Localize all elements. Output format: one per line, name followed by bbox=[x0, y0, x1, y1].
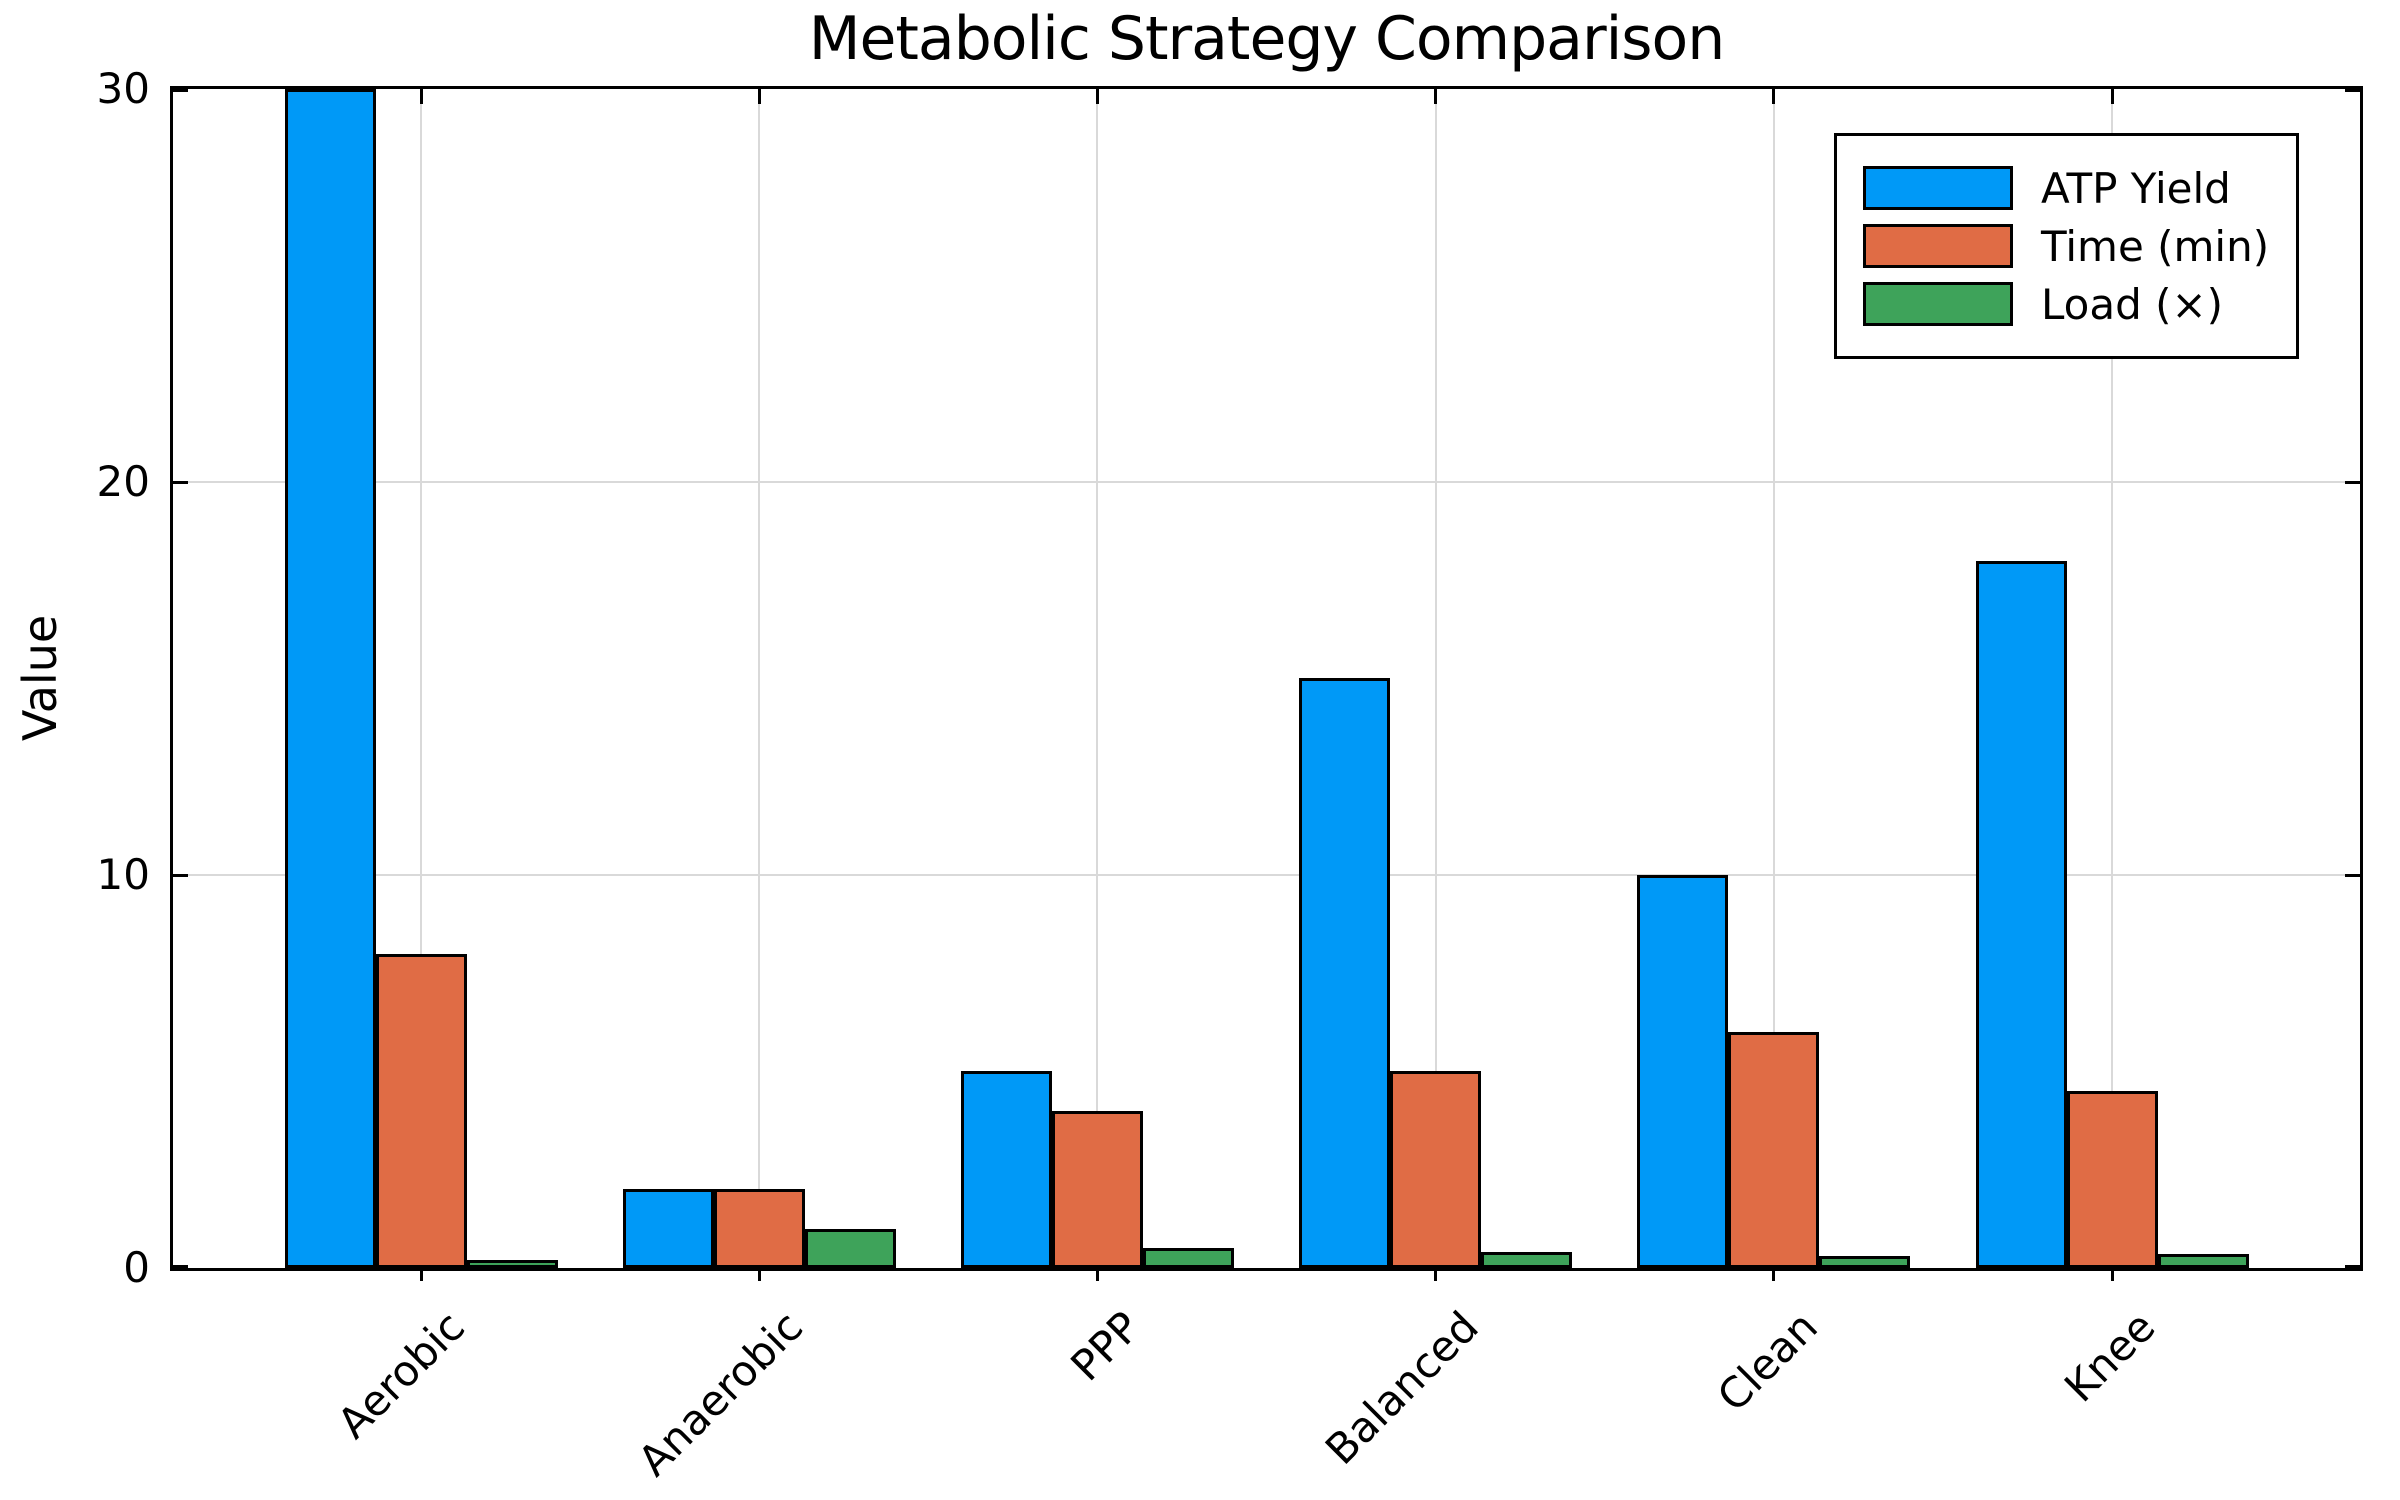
gridline-vertical bbox=[1096, 89, 1099, 1268]
y-axis-tick bbox=[2345, 873, 2360, 877]
y-axis-tick bbox=[173, 873, 188, 877]
x-axis-tick-outer bbox=[1095, 1271, 1099, 1281]
x-tick-label: Clean bbox=[1707, 1302, 1827, 1421]
x-axis-tick-outer bbox=[419, 1271, 423, 1281]
x-axis-tick bbox=[419, 89, 423, 104]
bar bbox=[714, 1189, 805, 1268]
gridline-horizontal bbox=[173, 874, 2360, 876]
bar bbox=[1390, 1071, 1481, 1268]
x-axis-tick bbox=[1434, 89, 1438, 104]
bar bbox=[1976, 561, 2067, 1268]
x-axis-tick bbox=[1095, 89, 1099, 104]
legend-row: ATP Yield bbox=[1863, 164, 2270, 213]
x-axis-tick-outer bbox=[757, 1271, 761, 1281]
x-axis-tick-outer bbox=[1434, 1271, 1438, 1281]
legend-swatch bbox=[1863, 282, 2013, 326]
bar bbox=[2067, 1091, 2158, 1268]
bar bbox=[805, 1229, 896, 1268]
legend-swatch bbox=[1863, 224, 2013, 268]
legend-row: Time (min) bbox=[1863, 222, 2270, 271]
bar bbox=[1728, 1032, 1819, 1268]
x-axis-tick bbox=[757, 89, 761, 104]
bar bbox=[1052, 1111, 1143, 1268]
legend: ATP Yield Time (min) Load (×) bbox=[1834, 133, 2299, 359]
x-axis-tick bbox=[1772, 89, 1776, 104]
gridline-vertical bbox=[1434, 89, 1437, 1268]
gridline-vertical bbox=[2111, 89, 2113, 1268]
y-tick-label: 20 bbox=[96, 457, 150, 506]
bar bbox=[1143, 1248, 1234, 1268]
y-axis-tick bbox=[173, 480, 188, 484]
y-tick-label: 30 bbox=[96, 64, 150, 113]
x-axis-tick-outer bbox=[1772, 1271, 1776, 1281]
x-tick-label: Balanced bbox=[1316, 1302, 1489, 1474]
bar bbox=[1481, 1252, 1572, 1268]
bar bbox=[1637, 875, 1728, 1268]
y-axis-tick bbox=[2345, 480, 2360, 484]
bar bbox=[623, 1189, 714, 1268]
x-axis-tick bbox=[2110, 89, 2114, 104]
y-tick-label: 0 bbox=[123, 1243, 150, 1292]
gridline-vertical bbox=[1772, 89, 1775, 1268]
legend-label: Load (×) bbox=[2041, 279, 2224, 329]
x-tick-label: Anaerobic bbox=[628, 1302, 812, 1486]
x-tick-label: Aerobic bbox=[327, 1302, 474, 1448]
bar bbox=[376, 954, 467, 1268]
bar bbox=[1819, 1256, 1910, 1268]
gridline-vertical bbox=[758, 89, 761, 1268]
y-axis-tick bbox=[2345, 1265, 2360, 1268]
x-axis-tick-outer bbox=[2110, 1271, 2114, 1281]
bar bbox=[1299, 678, 1390, 1268]
bar bbox=[961, 1071, 1052, 1268]
y-axis-label: Value bbox=[13, 614, 67, 742]
y-axis-tick bbox=[173, 89, 188, 92]
legend-row: Load (×) bbox=[1863, 280, 2270, 329]
legend-swatch bbox=[1863, 166, 2013, 210]
x-tick-label: PPP bbox=[1061, 1302, 1151, 1391]
bar bbox=[467, 1260, 558, 1268]
legend-label: Time (min) bbox=[2041, 221, 2270, 271]
y-axis-tick bbox=[2345, 89, 2360, 92]
y-tick-label: 10 bbox=[96, 850, 150, 899]
x-tick-label: Knee bbox=[2055, 1302, 2165, 1412]
gridline-vertical bbox=[420, 89, 422, 1268]
chart-title: Metabolic Strategy Comparison bbox=[808, 4, 1726, 74]
legend-label: ATP Yield bbox=[2041, 163, 2231, 213]
y-axis-tick bbox=[173, 1265, 188, 1268]
gridline-horizontal bbox=[173, 481, 2360, 483]
bar bbox=[2158, 1254, 2249, 1268]
bar bbox=[285, 89, 376, 1268]
